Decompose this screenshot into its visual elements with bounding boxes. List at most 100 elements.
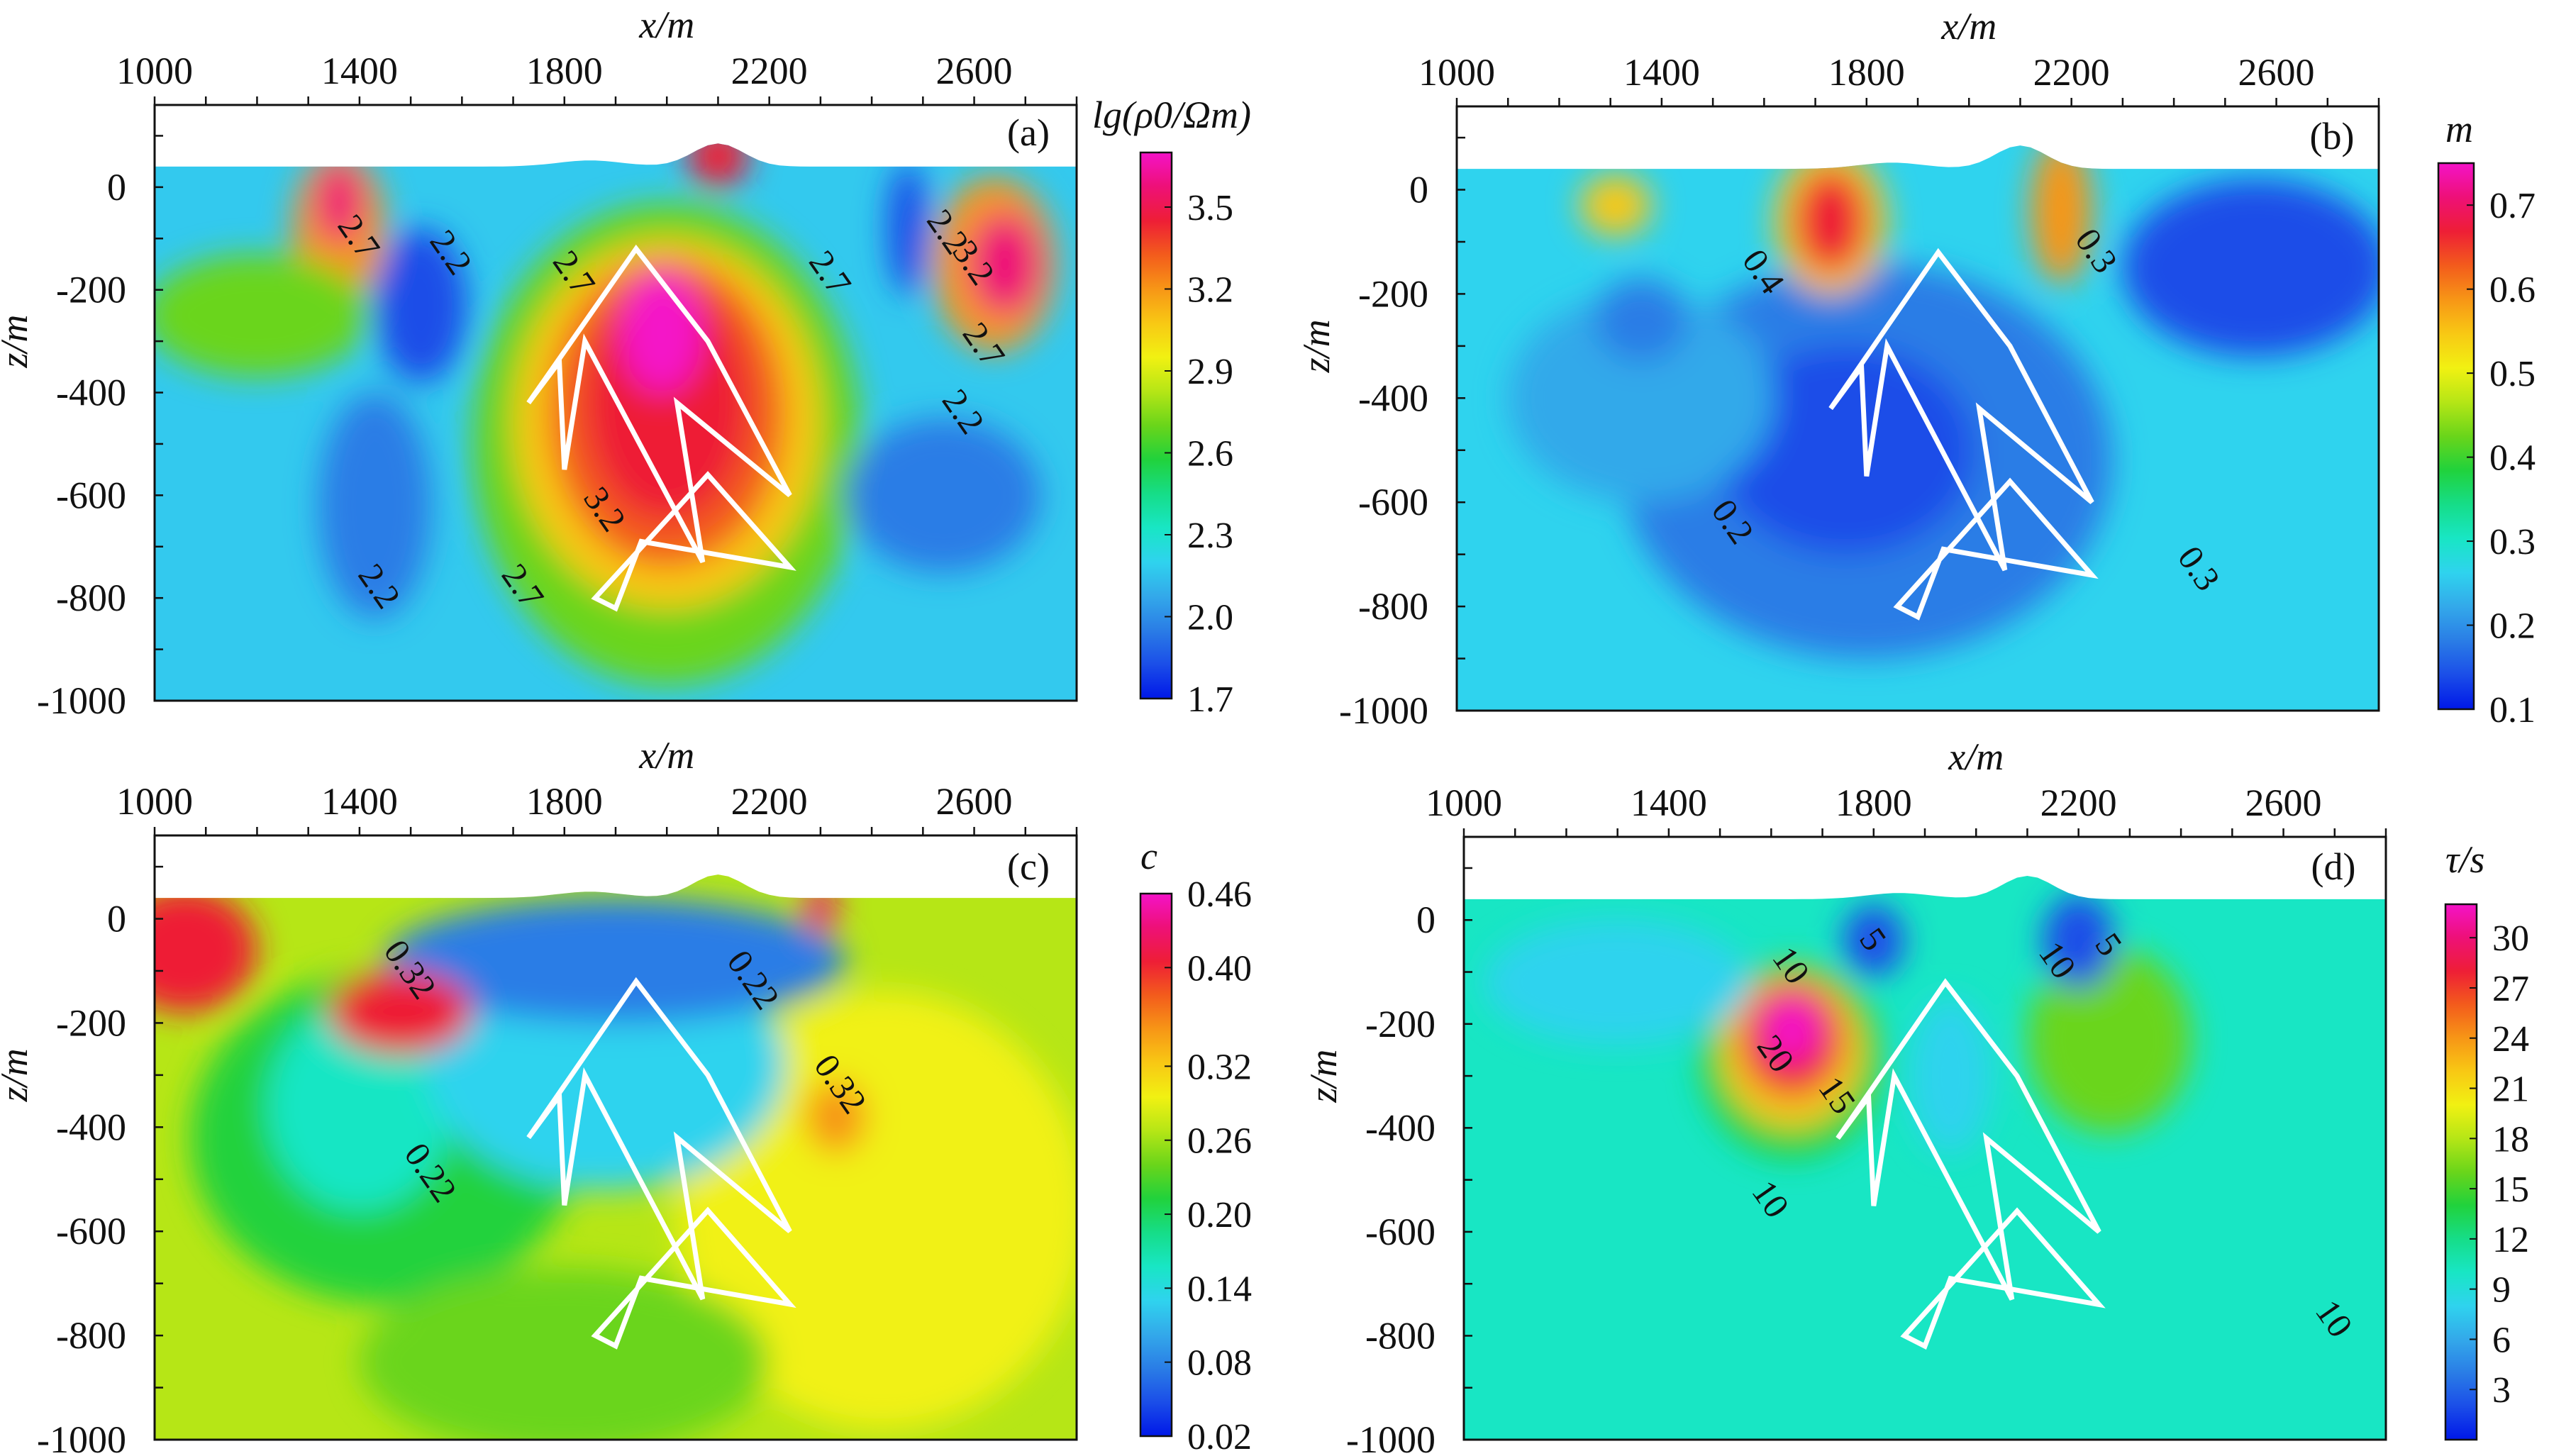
colorbar-tick-label: 0.14 [1187,1269,1252,1309]
x-tick-label: 1400 [1623,51,1700,94]
panel-tag: (d) [2311,845,2356,888]
field-anomaly [1595,278,1687,362]
x-axis-title: x/m [638,734,694,777]
x-axis-title: x/m [1940,5,1997,48]
x-tick-label: 2200 [731,780,808,823]
x-tick-label: 1400 [321,50,398,92]
y-tick-label: -200 [56,269,126,311]
y-axis-title: z/m [0,315,35,369]
y-tick-label: -800 [1365,1314,1435,1357]
y-tick-label: -600 [1358,481,1428,523]
y-tick-label: -800 [1358,585,1428,628]
y-tick-label: -200 [1365,1003,1435,1045]
colorbar [1139,892,1173,1438]
colorbar-tick-label: 0.32 [1187,1047,1252,1087]
x-tick-label: 1400 [1631,782,1707,824]
interpretation-arrow [1900,1207,2106,1350]
y-tick-label: -600 [56,1210,126,1252]
colorbar-tick-label: 2.3 [1187,516,1233,556]
x-tick-label: 1000 [116,50,193,92]
field-anomaly [687,143,749,187]
x-tick-label: 1800 [526,50,603,92]
colorbar-tick-label: 3.2 [1187,270,1233,311]
colorbar-tick-label: 0.3 [2489,522,2536,562]
y-axis-title: z/m [1302,1050,1345,1104]
x-tick-label: 1000 [116,780,193,823]
x-tick-label: 1800 [526,780,603,823]
x-tick-label: 2600 [936,50,1013,92]
colorbar-tick-label: 2.9 [1187,352,1233,392]
colorbar-tick-label: 9 [2492,1270,2511,1311]
y-tick-label: -800 [56,577,126,619]
field-anomaly [1718,345,1975,555]
interpretation-arrow [1836,978,2101,1301]
x-tick-label: 1800 [1828,51,1905,94]
colorbar-tick-label: 30 [2492,918,2529,959]
colorbar-tick-label: 0.26 [1187,1121,1252,1162]
y-tick-label: -200 [56,1001,126,1044]
x-tick-label: 2600 [2245,782,2322,824]
field-anomaly [267,1002,452,1211]
x-axis-title: x/m [638,4,694,46]
interpretation-arrow [1893,477,2099,621]
field-anomaly [374,228,467,383]
y-tick-label: -1000 [37,1418,126,1456]
colorbar-tick-label: 0.5 [2489,354,2536,394]
x-tick-label: 1400 [321,780,398,823]
field-anomaly [1794,169,1867,274]
interpretation-arrow [526,244,792,564]
panel-4: 1000 1400 1800 2200 2600 x/m 0 -200 -400 -600 -800… [1302,735,2529,1456]
colorbar [1139,151,1173,700]
x-tick-label: 2200 [2033,51,2110,94]
colorbar-tick-label: 0.46 [1187,874,1252,915]
y-tick-label: 0 [1416,899,1435,941]
colorbar-tick-label: 0.02 [1187,1417,1252,1456]
interpretation-arrow [591,471,796,612]
field-anomaly [1508,294,1775,503]
colorbar-tick-label: 18 [2492,1119,2529,1160]
panel-2: 1000 1400 1800 2200 2600 x/m 0 -200 -400 -600 -800… [1295,5,2536,732]
y-tick-label: -400 [56,1106,126,1148]
y-tick-label: -200 [1358,272,1428,315]
y-tick-label: -1000 [37,679,126,722]
field-map [1464,876,2386,1440]
colorbar-tick-label: 0.4 [2489,438,2536,479]
y-tick-label: -600 [56,474,126,516]
colorbar-tick-label: 2.0 [1187,598,1233,638]
panel-tag: (b) [2310,115,2355,157]
interpretation-arrow [1828,248,2094,572]
colorbar-title: τ/s [2445,838,2484,881]
y-tick-label: -1000 [1346,1418,1435,1456]
field-anomaly [359,1267,770,1440]
colorbar-tick-label: 24 [2492,1019,2529,1060]
y-tick-label: 0 [1409,169,1428,211]
field-anomaly [1843,904,1905,977]
interpretation-arrow [526,977,792,1301]
field-anomaly [887,161,928,295]
colorbar-tick-label: 12 [2492,1220,2529,1260]
field-anomaly [318,392,431,619]
x-tick-label: 2200 [2040,782,2117,824]
x-tick-label: 2200 [731,50,808,92]
y-tick-label: -400 [1358,377,1428,419]
field-anomaly [1484,920,1751,1045]
field-anomaly [805,1080,867,1154]
y-axis-title: z/m [0,1048,35,1102]
field-anomaly [2122,179,2379,357]
field-anomaly [969,213,1041,316]
colorbar-tick-label: 0.08 [1187,1343,1252,1384]
panel-tag: (a) [1007,111,1050,154]
colorbar-title: m [2445,108,2473,150]
field-anomaly [1763,998,1820,1061]
field-anomaly [805,882,836,935]
x-tick-label: 2600 [936,780,1013,823]
field-anomaly [621,269,703,393]
y-tick-label: -800 [56,1314,126,1357]
colorbar-tick-label: 0.6 [2489,270,2536,311]
colorbar [2444,903,2478,1441]
field-anomaly [316,161,362,244]
y-tick-label: 0 [107,898,126,940]
field-map [155,143,1077,701]
y-tick-label: -400 [1365,1106,1435,1149]
